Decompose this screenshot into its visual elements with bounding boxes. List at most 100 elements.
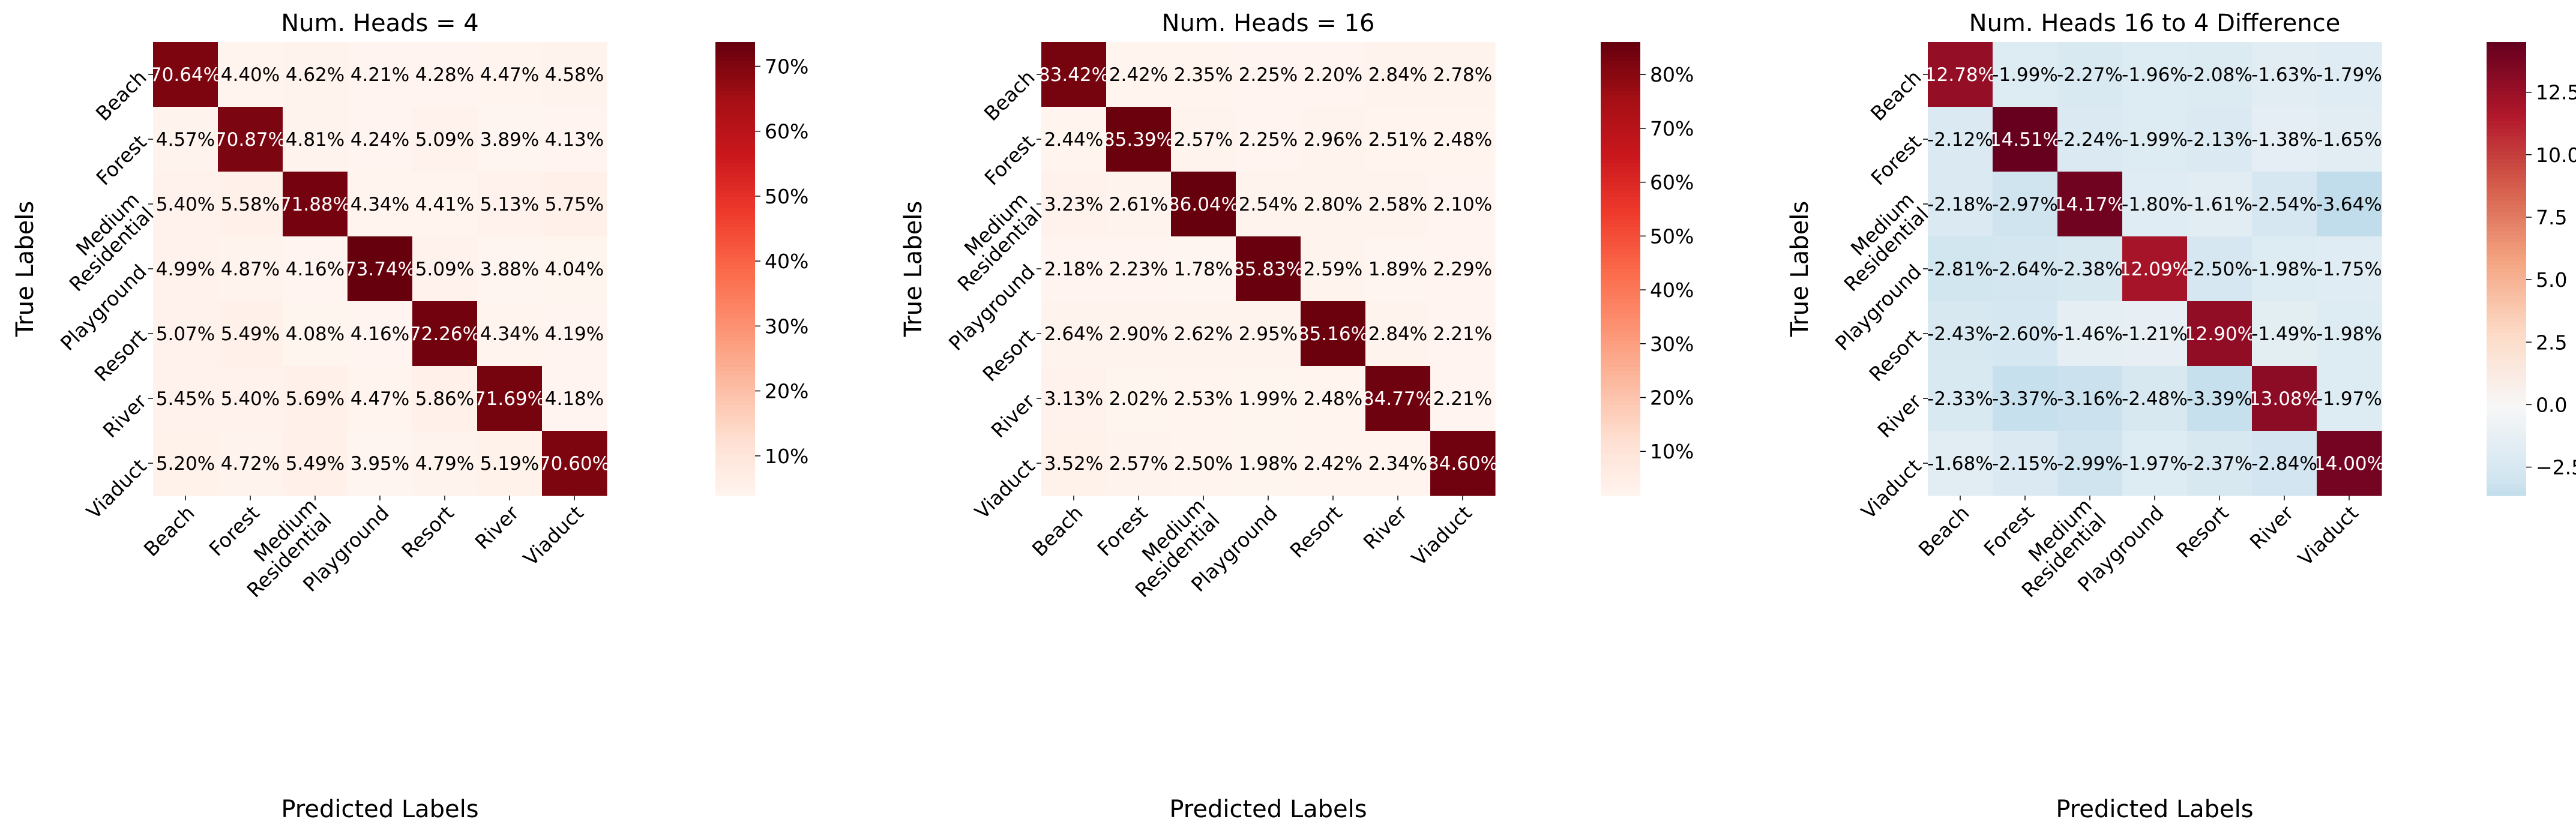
cell-value-label: -1.99% (1992, 64, 2058, 86)
colorbar-segment (1601, 389, 1640, 394)
cell-value-label: 71.88% (280, 194, 351, 215)
colorbar-segment (1601, 72, 1640, 77)
colorbar-segment (715, 61, 755, 65)
colorbar-segment (715, 348, 755, 353)
cell-value-label: 2.02% (1109, 388, 1168, 410)
y-tick-label: Resort (978, 325, 1039, 386)
colorbar-segment (715, 68, 755, 73)
cell-value-label: -1.75% (2316, 259, 2382, 280)
cell-value-label: 3.13% (1044, 388, 1103, 410)
colorbar-segment (1601, 397, 1640, 402)
cell-value-label: 2.90% (1109, 323, 1168, 345)
x-tick-label: River (2245, 501, 2298, 554)
heatmap-cell (153, 301, 218, 367)
colorbar-segment (715, 333, 755, 338)
colorbar-segment (1601, 91, 1640, 95)
colorbar-segment (2487, 458, 2526, 463)
cell-value-label: -3.16% (2057, 388, 2123, 410)
colorbar-segment (1601, 355, 1640, 360)
colorbar-segment (1601, 424, 1640, 428)
colorbar-segment (715, 155, 755, 160)
colorbar-segment (1601, 151, 1640, 156)
colorbar-segment (1601, 231, 1640, 236)
colorbar-segment (715, 166, 755, 171)
heatmap-cell (2317, 107, 2382, 172)
cell-value-label: -3.39% (2186, 388, 2252, 410)
colorbar-segment (1601, 302, 1640, 307)
colorbar-segment (1601, 106, 1640, 111)
colorbar-segment (1601, 295, 1640, 300)
colorbar-segment (715, 49, 755, 54)
colorbar-segment (1601, 193, 1640, 198)
colorbar-segment (2487, 473, 2526, 478)
colorbar-segment (1601, 163, 1640, 167)
heatmap-cell (542, 431, 607, 496)
heatmap-cell (542, 301, 607, 367)
colorbar-tick-label: 50% (765, 185, 808, 208)
cell-value-label: 85.39% (1103, 129, 1174, 151)
cell-value-label: 2.80% (1304, 194, 1362, 215)
colorbar-tick-label: −2.5 (2536, 456, 2576, 479)
colorbar-segment (2487, 128, 2526, 133)
colorbar-segment (2487, 102, 2526, 107)
colorbar-segment (1601, 488, 1640, 493)
colorbar-segment (2487, 148, 2526, 152)
colorbar-segment (2487, 174, 2526, 179)
heatmap-cell (477, 107, 543, 172)
heatmap-cell (1928, 366, 1993, 431)
colorbar-segment (1601, 322, 1640, 326)
cell-value-label: 12.09% (2119, 259, 2190, 280)
colorbar-segment (2487, 220, 2526, 224)
cell-value-label: 70.64% (150, 64, 221, 86)
colorbar-segment (2487, 340, 2526, 345)
cell-value-label: 2.42% (1109, 64, 1168, 86)
cell-value-label: -2.99% (2057, 453, 2123, 475)
colorbar-segment (715, 189, 755, 194)
colorbar-segment (1601, 435, 1640, 440)
colorbar-segment (2487, 333, 2526, 338)
heatmap-cell (1106, 301, 1172, 367)
colorbar-tick-label: 10.0 (2536, 143, 2576, 167)
heatmap-cell (1301, 366, 1366, 431)
colorbar-segment (715, 163, 755, 167)
chart-title: Num. Heads = 4 (281, 10, 479, 37)
colorbar-segment (2487, 469, 2526, 473)
heatmap-cell (1928, 172, 1993, 237)
y-tick-label: Beach (1866, 65, 1926, 125)
colorbar-segment (1601, 280, 1640, 284)
colorbar-segment (715, 458, 755, 463)
colorbar-segment (2487, 208, 2526, 213)
heatmap-cell (542, 236, 607, 302)
colorbar-segment (715, 382, 755, 387)
colorbar-tick-label: 60% (1650, 171, 1694, 194)
colorbar-segment (715, 371, 755, 376)
colorbar-segment (1601, 344, 1640, 349)
colorbar-segment (2487, 435, 2526, 440)
cell-value-label: 5.49% (221, 323, 280, 345)
colorbar-segment (715, 363, 755, 368)
colorbar-segment (715, 280, 755, 284)
colorbar-segment (1601, 307, 1640, 311)
colorbar-segment (1601, 378, 1640, 383)
heatmap-cell (153, 431, 218, 496)
colorbar-segment (2487, 200, 2526, 205)
cell-value-label: 70.87% (215, 129, 286, 151)
heatmap-cell (2122, 172, 2188, 237)
colorbar-segment (1601, 76, 1640, 80)
colorbar-segment (1601, 272, 1640, 277)
cell-value-label: 2.57% (1109, 453, 1168, 475)
heatmap-cell (1928, 431, 1993, 496)
cell-value-label: 2.42% (1304, 453, 1362, 475)
cell-value-label: -2.38% (2057, 259, 2123, 280)
cell-value-label: 4.41% (415, 194, 474, 215)
colorbar-segment (2487, 409, 2526, 413)
heatmap-cell (1993, 236, 2058, 302)
heatmap-cell (2317, 42, 2382, 107)
colorbar-tick-label: 10% (765, 445, 808, 468)
cell-value-label: 2.64% (1044, 323, 1103, 345)
colorbar-segment (1601, 57, 1640, 62)
heatmap-cell (1106, 107, 1172, 172)
colorbar-segment (715, 272, 755, 277)
colorbar-segment (715, 42, 755, 47)
colorbar-segment (1601, 238, 1640, 243)
